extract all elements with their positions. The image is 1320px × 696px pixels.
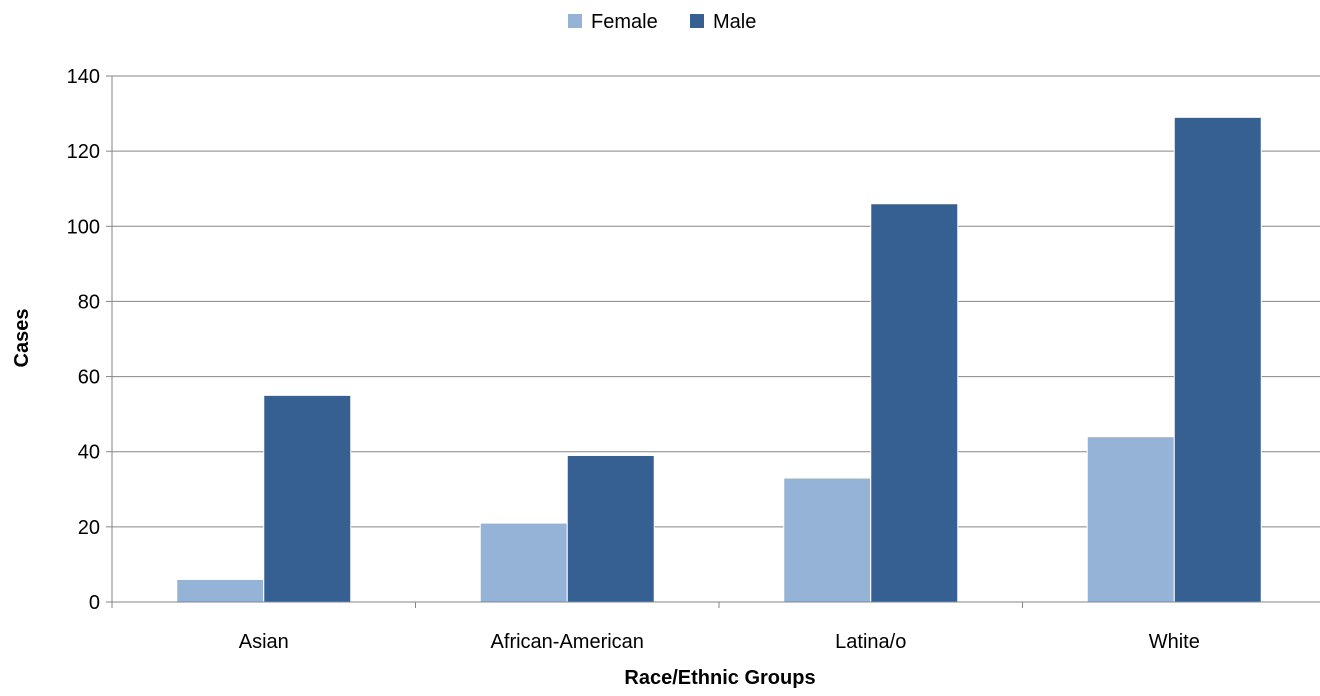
bar-female-asian	[176, 578, 265, 603]
y-tick-label: 80	[78, 291, 100, 313]
bar-female-latina-o	[783, 477, 872, 603]
bar-female-african-american	[479, 522, 568, 603]
legend: Female Male	[568, 11, 756, 33]
y-tick-label: 120	[67, 141, 100, 163]
legend-label-female: Female	[591, 11, 658, 33]
legend-label-male: Male	[713, 11, 756, 33]
bar-male-african-american	[566, 454, 655, 603]
x-axis-title: Race/Ethnic Groups	[624, 667, 815, 689]
axes: 0 20 40 60 80 100 120 140 Asian African-American L…	[67, 66, 1320, 653]
bar-male-latina-o	[870, 203, 959, 603]
legend-swatch-male	[690, 14, 704, 28]
x-tick-label: African-American	[491, 631, 644, 653]
bar-male-white	[1173, 116, 1262, 603]
y-tick-label: 140	[67, 66, 100, 88]
x-tick-label: Asian	[239, 631, 289, 653]
y-tick-label: 20	[78, 517, 100, 539]
y-tick-label: 60	[78, 367, 100, 389]
x-tick-label: Latina/o	[835, 631, 906, 653]
x-tick-label: White	[1149, 631, 1200, 653]
bar-male-asian	[263, 394, 352, 603]
y-axis-title: Cases	[11, 309, 33, 368]
y-tick-label: 0	[89, 592, 100, 614]
y-tick-label: 40	[78, 442, 100, 464]
bars	[176, 116, 1262, 603]
bar-female-white	[1086, 436, 1175, 603]
legend-swatch-female	[568, 14, 582, 28]
y-tick-label: 100	[67, 216, 100, 238]
